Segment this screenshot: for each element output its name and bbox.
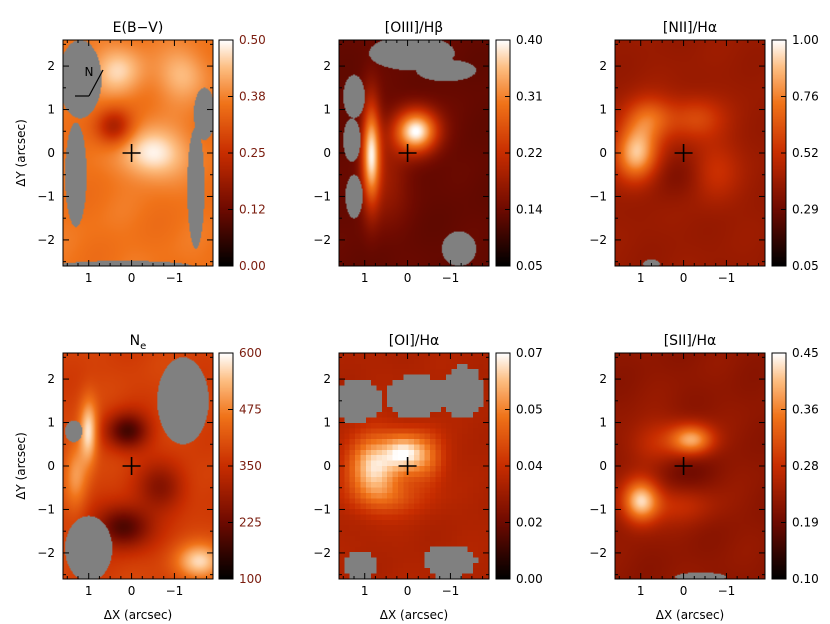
x-tick-label: 0 bbox=[404, 271, 412, 285]
y-tick-label: 1 bbox=[47, 103, 55, 117]
y-tick-label: 2 bbox=[323, 59, 331, 73]
x-tick-label: 0 bbox=[680, 271, 688, 285]
x-tick-label: 1 bbox=[637, 584, 645, 598]
x-tick-label: 0 bbox=[680, 584, 688, 598]
panel-title: [SII]/Hα bbox=[664, 333, 717, 349]
x-tick-label: 1 bbox=[85, 271, 93, 285]
colorbar-tick-label: 0.05 bbox=[516, 259, 543, 273]
colorbar-tick-label: 0.36 bbox=[792, 403, 819, 417]
colorbar-tick-label: 0.28 bbox=[792, 459, 819, 473]
y-tick-label: 0 bbox=[323, 459, 331, 473]
colorbar-tick-label: 0.12 bbox=[239, 203, 266, 217]
colorbar-tick-label: 225 bbox=[239, 516, 262, 530]
panel-title: [OI]/Hα bbox=[389, 333, 440, 349]
colorbar-tick-label: 0.19 bbox=[792, 516, 819, 530]
y-tick-label: 1 bbox=[47, 416, 55, 430]
x-axis-label: ΔX (arcsec) bbox=[104, 608, 172, 622]
colorbar-tick-label: 0.10 bbox=[792, 572, 819, 586]
colorbar-tick-label: 0.25 bbox=[239, 146, 266, 160]
colorbar-tick-label: 475 bbox=[239, 403, 262, 417]
y-tick-label: 1 bbox=[599, 416, 607, 430]
x-tick-label: 1 bbox=[361, 271, 369, 285]
colorbar-tick-label: 0.50 bbox=[239, 33, 266, 47]
colorbar-tick-label: 0.40 bbox=[516, 33, 543, 47]
x-tick-label: 1 bbox=[637, 271, 645, 285]
colorbar-tick-label: 0.38 bbox=[239, 90, 266, 104]
x-tick-label: −1 bbox=[718, 271, 736, 285]
x-tick-label: 0 bbox=[404, 584, 412, 598]
y-tick-label: 2 bbox=[599, 59, 607, 73]
x-axis-label: ΔX (arcsec) bbox=[380, 608, 448, 622]
colorbar-tick-label: 0.52 bbox=[792, 146, 819, 160]
y-tick-label: −1 bbox=[313, 502, 331, 516]
colorbar-tick-label: 100 bbox=[239, 572, 262, 586]
panel-title-subscript: e bbox=[140, 341, 146, 352]
colorbar-tick-label: 0.45 bbox=[792, 346, 819, 360]
y-tick-label: 0 bbox=[323, 146, 331, 160]
y-tick-label: −2 bbox=[313, 546, 331, 560]
colorbar-tick-label: 350 bbox=[239, 459, 262, 473]
colorbar-tick-label: 0.07 bbox=[516, 346, 543, 360]
x-tick-label: −1 bbox=[166, 584, 184, 598]
y-tick-label: −1 bbox=[589, 502, 607, 516]
panel-2: 1 0 −1 2 1 0 −1 −2 [OIII]/Hβ 0.40 0.31 0.22 0.14 0.05 bbox=[313, 20, 542, 285]
panel-5: 1 0 −1 2 1 0 −1 −2 [OI]/Hα ΔX (arcsec) 0.07 0.05 0.0… bbox=[313, 333, 542, 622]
y-tick-label: −2 bbox=[313, 233, 331, 247]
colorbar-tick-label: 0.04 bbox=[516, 459, 543, 473]
colorbar-tick-label: 0.00 bbox=[239, 259, 266, 273]
y-tick-label: 1 bbox=[323, 103, 331, 117]
colorbar-tick-label: 1.00 bbox=[792, 33, 819, 47]
y-tick-label: −2 bbox=[37, 546, 55, 560]
panel-title: E(B−V) bbox=[113, 20, 164, 36]
y-tick-label: 2 bbox=[599, 372, 607, 386]
colorbar-tick-label: 0.05 bbox=[792, 259, 819, 273]
y-tick-label: 1 bbox=[599, 103, 607, 117]
panel-1: 1 0 −1 2 1 0 −1 −2 N E(B−V) ΔY (arcsec) 0.50 0.38 0.2… bbox=[14, 20, 266, 285]
panel-6: 1 0 −1 2 1 0 −1 −2 [SII]/Hα ΔX (arcsec) 0.45 0.36 0.… bbox=[589, 333, 818, 622]
y-tick-label: −2 bbox=[589, 233, 607, 247]
y-tick-label: −2 bbox=[37, 233, 55, 247]
y-tick-label: −1 bbox=[37, 189, 55, 203]
colorbar-tick-label: 0.05 bbox=[516, 403, 543, 417]
y-axis-label: ΔY (arcsec) bbox=[14, 119, 28, 187]
colorbar-tick-label: 0.29 bbox=[792, 203, 819, 217]
colorbar-tick-label: 0.76 bbox=[792, 90, 819, 104]
y-tick-label: 0 bbox=[599, 459, 607, 473]
colorbar-tick-label: 0.14 bbox=[516, 203, 543, 217]
colorbar-tick-label: 0.02 bbox=[516, 516, 543, 530]
y-tick-label: −2 bbox=[589, 546, 607, 560]
x-tick-label: −1 bbox=[442, 584, 460, 598]
y-tick-label: 1 bbox=[323, 416, 331, 430]
y-tick-label: 2 bbox=[323, 372, 331, 386]
y-tick-label: −1 bbox=[589, 189, 607, 203]
panel-3: 1 0 −1 2 1 0 −1 −2 [NII]/Hα 1.00 0.76 0.52 0.29 0.05 bbox=[589, 20, 818, 285]
colorbar-tick-label: 0.00 bbox=[516, 572, 543, 586]
y-tick-label: −1 bbox=[37, 502, 55, 516]
x-tick-label: 0 bbox=[128, 584, 136, 598]
compass-north-label: N bbox=[85, 65, 94, 79]
x-tick-label: 1 bbox=[361, 584, 369, 598]
colorbar-tick-label: 0.31 bbox=[516, 90, 543, 104]
y-tick-label: 2 bbox=[47, 372, 55, 386]
x-tick-label: −1 bbox=[718, 584, 736, 598]
y-tick-label: 0 bbox=[47, 146, 55, 160]
colorbar-tick-label: 600 bbox=[239, 346, 262, 360]
panel-title: Ne bbox=[130, 333, 147, 352]
panel-title: [NII]/Hα bbox=[663, 20, 717, 36]
panel-4: 1 0 −1 2 1 0 −1 −2 Ne ΔY (arcsec) ΔX (arcsec) 600 47… bbox=[14, 333, 262, 622]
colorbar-tick-label: 0.22 bbox=[516, 146, 543, 160]
panel-title: [OIII]/Hβ bbox=[385, 20, 444, 36]
y-tick-label: 0 bbox=[599, 146, 607, 160]
y-tick-label: 0 bbox=[47, 459, 55, 473]
y-tick-label: −1 bbox=[313, 189, 331, 203]
x-axis-label: ΔX (arcsec) bbox=[656, 608, 724, 622]
x-tick-label: 0 bbox=[128, 271, 136, 285]
y-axis-label: ΔY (arcsec) bbox=[14, 432, 28, 500]
x-tick-label: −1 bbox=[166, 271, 184, 285]
x-tick-label: −1 bbox=[442, 271, 460, 285]
compass-arrow bbox=[88, 69, 104, 97]
x-tick-label: 1 bbox=[85, 584, 93, 598]
y-tick-label: 2 bbox=[47, 59, 55, 73]
